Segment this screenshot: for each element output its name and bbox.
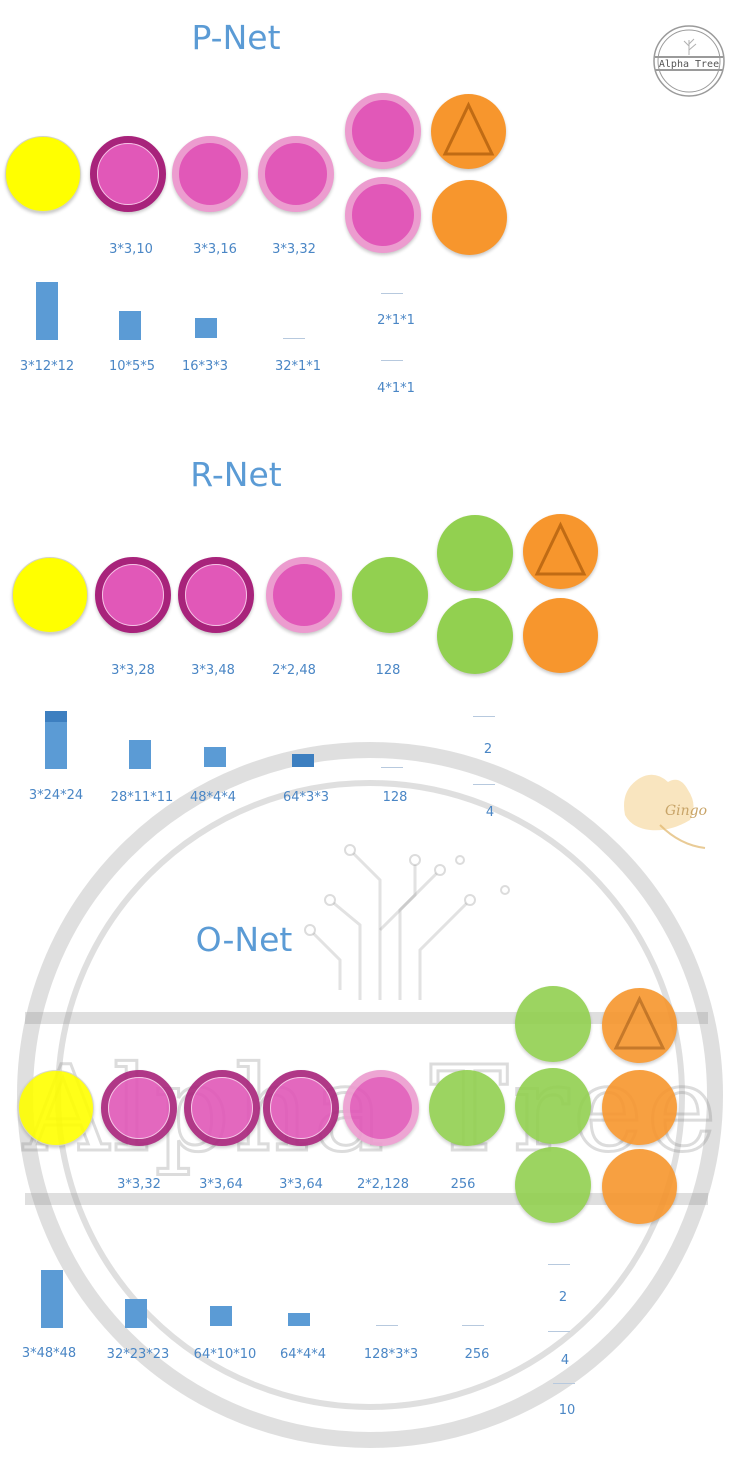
rnet-softmax-node xyxy=(523,514,598,589)
onet-size-dash xyxy=(462,1325,484,1326)
pnet-size-label: 3*12*12 xyxy=(19,359,75,374)
onet-conv-label: 3*3,64 xyxy=(199,1177,243,1192)
pnet-conv3-node xyxy=(258,136,334,212)
onet-size-label: 32*23*23 xyxy=(106,1347,170,1362)
rnet-box-fc-node xyxy=(437,598,513,674)
pnet-title: P-Net xyxy=(191,18,281,57)
rnet-conv-label: 3*3,28 xyxy=(111,663,155,678)
onet-softmax-node xyxy=(602,988,677,1063)
onet-output-dash xyxy=(548,1264,570,1265)
pnet-conv-label: 3*3,10 xyxy=(109,242,153,257)
pnet-conv1-node xyxy=(90,136,166,212)
onet-bbox-node xyxy=(602,1070,677,1145)
pnet-size-label: 16*3*3 xyxy=(181,359,229,374)
onet-conv1-node xyxy=(101,1070,177,1146)
rnet-size-bar xyxy=(204,747,226,767)
pnet-bbox-node xyxy=(432,180,507,255)
pnet-cls-conv-node xyxy=(345,93,421,169)
onet-size-bar xyxy=(41,1270,63,1328)
rnet-input-node xyxy=(12,557,88,633)
alpha-tree-logo: Alpha Tree xyxy=(652,24,726,98)
gingo-badge: Gingo xyxy=(624,774,707,849)
onet-size-label: 64*4*4 xyxy=(279,1347,327,1362)
onet-conv2-node xyxy=(184,1070,260,1146)
triangle-icon xyxy=(613,995,666,1050)
rnet-conv3-node xyxy=(266,557,342,633)
rnet-output-dash xyxy=(473,716,495,717)
onet-size-bar xyxy=(125,1299,147,1328)
pnet-size-bar xyxy=(119,311,141,340)
onet-output-dash xyxy=(553,1383,575,1384)
onet-size-label: 3*48*48 xyxy=(21,1346,77,1361)
logo-text: Alpha Tree xyxy=(659,59,719,70)
rnet-size-label: 64*3*3 xyxy=(282,790,330,805)
pnet-output-dash xyxy=(381,293,403,294)
onet-output-dash xyxy=(548,1331,570,1332)
onet-box-fc-node xyxy=(515,1068,591,1144)
rnet-output-label: 2 xyxy=(483,742,493,757)
onet-landmark-node xyxy=(602,1149,677,1224)
rnet-size-label: 3*24*24 xyxy=(28,788,84,803)
rnet-size-label: 28*11*11 xyxy=(110,790,174,805)
onet-landmark-fc-node xyxy=(515,1147,591,1223)
onet-input-node xyxy=(18,1070,94,1146)
onet-output-label: 10 xyxy=(558,1403,576,1418)
rnet-conv1-node xyxy=(95,557,171,633)
onet-size-bar xyxy=(288,1313,310,1326)
onet-conv-label: 256 xyxy=(450,1177,476,1192)
rnet-size-bar-top xyxy=(45,711,67,722)
rnet-output-dash xyxy=(473,784,495,785)
pnet-conv-label: 3*3,32 xyxy=(272,242,316,257)
rnet-output-label: 4 xyxy=(485,805,495,820)
rnet-conv2-node xyxy=(178,557,254,633)
onet-output-label: 2 xyxy=(558,1290,568,1305)
rnet-size-bar xyxy=(292,754,314,767)
onet-output-label: 4 xyxy=(560,1353,570,1368)
onet-size-dash xyxy=(376,1325,398,1326)
rnet-size-bar xyxy=(45,711,67,769)
onet-conv-label: 2*2,128 xyxy=(357,1177,409,1192)
pnet-output-label: 2*1*1 xyxy=(377,313,415,328)
rnet-cls-fc-node xyxy=(437,515,513,591)
onet-size-label: 128*3*3 xyxy=(363,1347,419,1362)
onet-fc-node xyxy=(429,1070,505,1146)
onet-size-label: 64*10*10 xyxy=(193,1347,257,1362)
pnet-size-label: 32*1*1 xyxy=(274,359,322,374)
pnet-size-bar xyxy=(36,282,58,340)
rnet-size-label: 48*4*4 xyxy=(189,790,237,805)
rnet-size-label: 128 xyxy=(382,790,408,805)
onet-conv-label: 3*3,32 xyxy=(117,1177,161,1192)
pnet-input-node xyxy=(5,136,81,212)
tree-icon: Alpha Tree xyxy=(653,25,725,97)
onet-size-bar xyxy=(210,1306,232,1326)
rnet-conv-label: 128 xyxy=(375,663,401,678)
pnet-size-dash xyxy=(283,338,305,339)
onet-cls-fc-node xyxy=(515,986,591,1062)
pnet-box-conv-node xyxy=(345,177,421,253)
triangle-icon xyxy=(534,521,587,576)
onet-size-label: 256 xyxy=(464,1347,490,1362)
pnet-conv-label: 3*3,16 xyxy=(193,242,237,257)
pnet-conv2-node xyxy=(172,136,248,212)
rnet-title: R-Net xyxy=(190,455,282,494)
gingo-text: Gingo xyxy=(665,803,707,819)
rnet-bbox-node xyxy=(523,598,598,673)
triangle-icon xyxy=(442,101,495,156)
rnet-size-bar xyxy=(129,740,151,769)
pnet-size-bar xyxy=(195,318,217,338)
rnet-fc-node xyxy=(352,557,428,633)
onet-conv-label: 3*3,64 xyxy=(279,1177,323,1192)
rnet-conv-label: 3*3,48 xyxy=(191,663,235,678)
onet-title: O-Net xyxy=(195,920,293,959)
pnet-output-dash xyxy=(381,360,403,361)
onet-conv3-node xyxy=(263,1070,339,1146)
rnet-size-dash xyxy=(381,767,403,768)
onet-conv4-node xyxy=(343,1070,419,1146)
pnet-output-label: 4*1*1 xyxy=(377,381,415,396)
pnet-softmax-node xyxy=(431,94,506,169)
pnet-size-label: 10*5*5 xyxy=(108,359,156,374)
rnet-conv-label: 2*2,48 xyxy=(272,663,316,678)
